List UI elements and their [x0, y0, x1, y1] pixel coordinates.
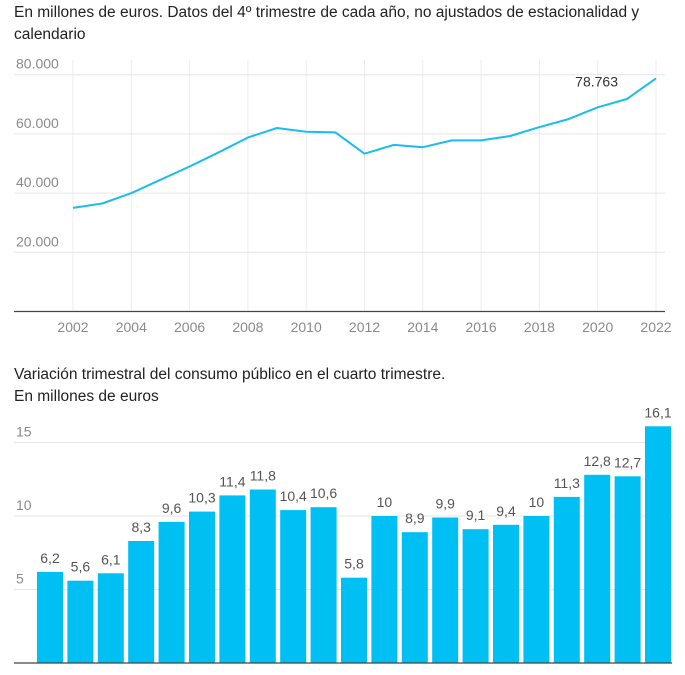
bar-value-label: 6,2: [40, 550, 60, 566]
bar: [37, 571, 63, 663]
line-ytick-label: 60.000: [16, 115, 59, 131]
bar-value-label: 10: [377, 494, 393, 510]
line-ytick-label: 40.000: [16, 174, 59, 190]
bar-value-label: 5,8: [344, 556, 364, 572]
bar: [310, 507, 337, 663]
bar: [523, 516, 550, 663]
bar-value-label: 8,3: [131, 519, 151, 535]
line-xtick-label: 2018: [524, 319, 555, 335]
bar-value-label: 11,3: [554, 475, 580, 491]
line-xtick-label: 2002: [57, 319, 88, 335]
line-xtick-label: 2016: [466, 319, 497, 335]
line-ytick-label: 20.000: [16, 233, 59, 249]
bar: [189, 511, 215, 663]
bar-ytick-label: 5: [16, 571, 24, 587]
bar: [371, 516, 398, 663]
bar: [341, 577, 367, 663]
bar: [158, 521, 185, 663]
bar-value-label: 5,6: [71, 559, 91, 575]
bar-ytick-label: 15: [16, 424, 32, 440]
bar-chart-subtitle-line-2: En millones de euros: [14, 388, 159, 405]
bar: [280, 510, 307, 663]
bar-value-label: 16,1: [644, 404, 671, 420]
line-xtick-label: 2004: [116, 319, 147, 335]
bar-ytick-label: 10: [16, 497, 32, 513]
bar-value-label: 8,9: [405, 510, 425, 526]
bar: [553, 496, 580, 663]
bar-value-label: 10,4: [280, 488, 307, 504]
bar-value-label: 9,6: [162, 500, 182, 516]
bar-value-label: 10,6: [310, 485, 337, 501]
line-ytick-label: 80.000: [16, 56, 59, 72]
bar-value-label: 11,8: [250, 468, 276, 484]
bar-chart-subtitle: Variación trimestral del consumo público…: [14, 364, 684, 408]
bar-value-label: 12,7: [614, 454, 641, 470]
bar: [614, 476, 641, 663]
bar: [401, 532, 428, 663]
line-xtick-label: 2022: [640, 319, 671, 335]
bar: [249, 489, 276, 663]
bar: [97, 573, 124, 663]
bar: [219, 495, 246, 663]
bar-value-label: 11,4: [219, 473, 245, 489]
bar-value-label: 6,1: [101, 551, 121, 567]
line-chart-subtitle: En millones de euros. Datos del 4º trime…: [14, 4, 640, 43]
bar: [128, 541, 155, 663]
bar-value-label: 10: [529, 494, 545, 510]
line-annotation: 78.763: [575, 73, 618, 89]
bar-value-label: 9,4: [496, 503, 516, 519]
bar: [67, 580, 94, 663]
line-chart: 20.000 40.000 60.000 80.000 2002 2004 2006 2008…: [14, 56, 672, 335]
line-xtick-label: 2020: [582, 319, 613, 335]
bar: [432, 517, 459, 663]
bar: [462, 529, 489, 663]
line-xtick-label: 2012: [349, 319, 380, 335]
bar: [493, 524, 519, 663]
bar-value-label: 10,3: [188, 490, 215, 506]
line-series: [72, 77, 657, 209]
bar-chart-subtitle-line-1: Variación trimestral del consumo público…: [14, 366, 446, 383]
bar-value-label: 9,9: [435, 495, 455, 511]
line-xtick-label: 2014: [407, 319, 438, 335]
bar: [645, 426, 671, 663]
line-xtick-label: 2008: [232, 319, 263, 335]
line-xtick-label: 2006: [174, 319, 205, 335]
line-xtick-label: 2010: [291, 319, 322, 335]
bar-value-label: 9,1: [466, 507, 486, 523]
bar-value-label: 12,8: [584, 453, 611, 469]
bar: [584, 474, 611, 663]
